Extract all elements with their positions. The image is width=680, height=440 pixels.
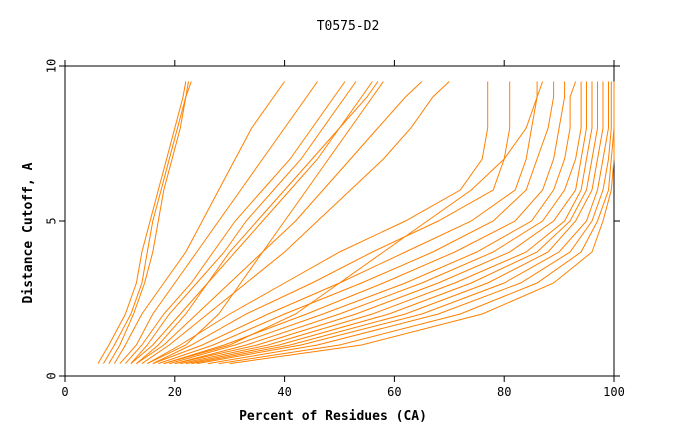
series-line-18 bbox=[174, 81, 587, 365]
series-line-6 bbox=[125, 81, 346, 364]
y-tick-label: 5 bbox=[45, 217, 59, 224]
series-line-22 bbox=[196, 81, 609, 365]
series-line-12 bbox=[152, 81, 511, 365]
series-line-20 bbox=[185, 81, 598, 365]
series-line-26 bbox=[163, 81, 544, 365]
y-axis-ticks: 0 5 10 bbox=[45, 59, 620, 380]
series-line-11 bbox=[147, 81, 489, 365]
series-line-9 bbox=[136, 81, 423, 365]
x-tick-label: 20 bbox=[168, 385, 182, 399]
series-line-27 bbox=[147, 81, 384, 365]
x-axis-ticks: 0 20 40 60 80 100 bbox=[61, 60, 625, 399]
series-line-25 bbox=[229, 81, 615, 365]
series-line-2 bbox=[102, 81, 192, 364]
series-line-24 bbox=[218, 81, 615, 365]
series-line-4 bbox=[113, 81, 286, 364]
chart-title: T0575-D2 bbox=[317, 19, 380, 34]
series-line-8 bbox=[130, 81, 373, 364]
series-line-13 bbox=[152, 81, 538, 365]
x-tick-label: 0 bbox=[61, 385, 68, 399]
x-tick-label: 80 bbox=[497, 385, 511, 399]
x-tick-label: 100 bbox=[603, 385, 625, 399]
x-axis-label: Percent of Residues (CA) bbox=[239, 409, 427, 424]
series-line-15 bbox=[163, 81, 566, 365]
series-line-7 bbox=[130, 81, 357, 364]
series-line-21 bbox=[191, 81, 604, 365]
series-layer bbox=[97, 81, 615, 365]
series-line-3 bbox=[108, 81, 189, 364]
y-tick-label: 10 bbox=[45, 59, 59, 73]
series-line-16 bbox=[169, 81, 577, 365]
y-axis-label: Distance Cutoff, A bbox=[21, 162, 36, 303]
series-line-5 bbox=[119, 81, 318, 364]
series-line-23 bbox=[207, 81, 612, 365]
series-line-28 bbox=[136, 81, 379, 364]
series-line-19 bbox=[180, 81, 593, 365]
x-tick-label: 60 bbox=[387, 385, 401, 399]
y-tick-label: 0 bbox=[45, 372, 59, 379]
series-line-17 bbox=[174, 81, 582, 365]
series-line-10 bbox=[141, 81, 450, 365]
series-line-1 bbox=[97, 81, 187, 364]
series-line-14 bbox=[158, 81, 555, 365]
x-tick-label: 40 bbox=[277, 385, 291, 399]
